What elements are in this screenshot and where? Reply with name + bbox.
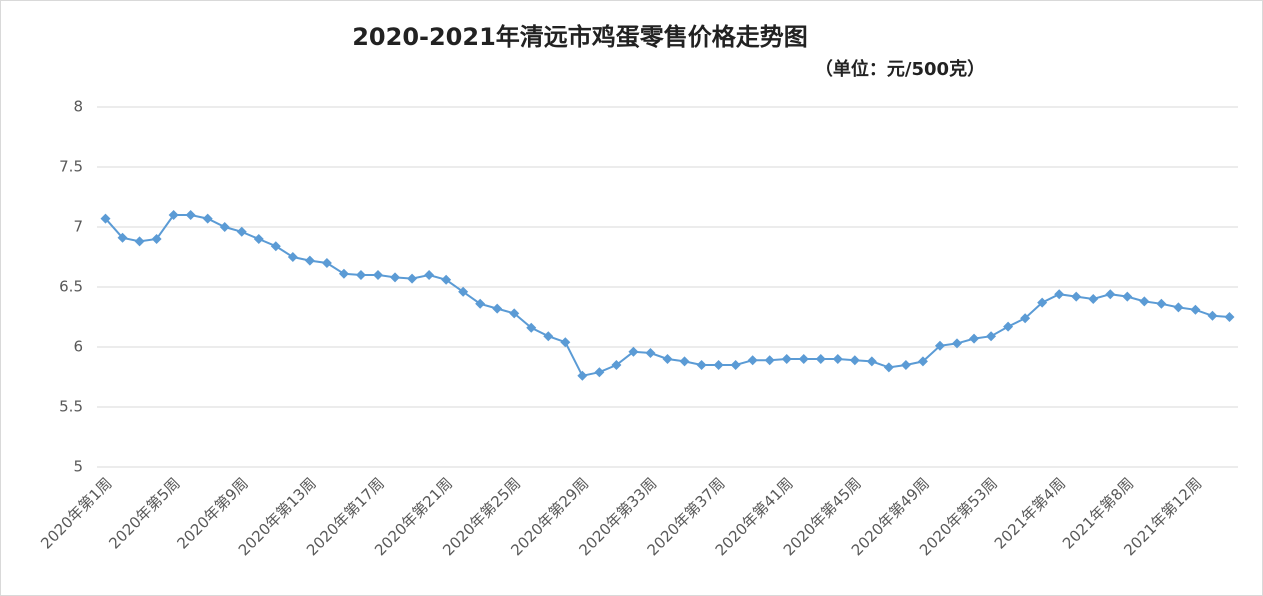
data-point bbox=[730, 360, 741, 370]
data-point bbox=[560, 337, 571, 348]
data-point bbox=[458, 286, 469, 297]
data-point bbox=[1071, 291, 1082, 302]
data-point bbox=[407, 273, 418, 284]
data-point bbox=[509, 308, 520, 319]
data-point bbox=[611, 360, 622, 370]
data-point bbox=[832, 354, 843, 364]
data-point bbox=[713, 360, 724, 370]
data-point bbox=[151, 234, 162, 244]
data-point bbox=[1020, 313, 1031, 324]
y-tick-label: 6.5 bbox=[59, 278, 83, 296]
data-point bbox=[304, 255, 315, 266]
data-point bbox=[1003, 321, 1014, 332]
data-point bbox=[526, 322, 537, 333]
data-point bbox=[577, 370, 588, 381]
data-point bbox=[1139, 296, 1150, 307]
data-point bbox=[390, 272, 401, 283]
data-point bbox=[338, 268, 349, 279]
data-point bbox=[866, 356, 877, 367]
data-point bbox=[798, 354, 809, 364]
data-point bbox=[764, 355, 775, 366]
data-point bbox=[1224, 312, 1235, 322]
data-point bbox=[475, 298, 486, 309]
data-point bbox=[628, 346, 639, 357]
data-point bbox=[1156, 298, 1167, 309]
data-point bbox=[696, 360, 707, 370]
data-point bbox=[236, 226, 247, 237]
data-point bbox=[1037, 297, 1048, 308]
data-point bbox=[100, 213, 111, 224]
data-point bbox=[253, 234, 264, 244]
data-point bbox=[986, 331, 997, 342]
data-point bbox=[969, 333, 980, 344]
chart-title: 2020-2021年清远市鸡蛋零售价格走势图 bbox=[352, 23, 808, 51]
data-point bbox=[917, 356, 928, 367]
data-point bbox=[219, 222, 230, 232]
data-point bbox=[1207, 310, 1218, 321]
data-point bbox=[543, 331, 554, 342]
data-point bbox=[1122, 291, 1133, 302]
data-point bbox=[134, 236, 145, 247]
data-point bbox=[492, 303, 503, 314]
data-point bbox=[900, 360, 911, 370]
data-point bbox=[372, 270, 383, 280]
y-tick-label: 6 bbox=[73, 338, 83, 356]
data-point bbox=[202, 213, 213, 224]
data-point bbox=[679, 356, 690, 367]
data-point bbox=[815, 354, 826, 364]
data-point bbox=[952, 338, 963, 349]
data-point bbox=[1173, 302, 1184, 313]
data-point bbox=[270, 241, 281, 252]
data-point bbox=[441, 274, 452, 285]
data-point bbox=[1054, 289, 1065, 300]
data-point bbox=[781, 354, 792, 364]
data-point bbox=[424, 270, 435, 280]
data-point bbox=[321, 258, 332, 268]
data-point bbox=[594, 367, 605, 378]
data-point bbox=[934, 340, 945, 351]
data-point bbox=[185, 210, 196, 220]
y-tick-label: 8 bbox=[73, 98, 83, 116]
data-point bbox=[117, 232, 128, 243]
data-point bbox=[1190, 304, 1201, 315]
data-point bbox=[645, 348, 656, 358]
y-tick-label: 7 bbox=[73, 218, 83, 236]
y-tick-label: 5.5 bbox=[59, 398, 83, 416]
data-point bbox=[883, 362, 894, 373]
data-point bbox=[1088, 294, 1099, 304]
data-point bbox=[747, 355, 758, 366]
y-tick-label: 7.5 bbox=[59, 158, 83, 176]
chart-subtitle: （单位：元/500克） bbox=[815, 58, 985, 80]
data-point bbox=[287, 252, 298, 262]
data-point bbox=[355, 270, 366, 280]
data-point bbox=[168, 210, 179, 220]
data-point bbox=[1105, 289, 1116, 300]
data-point bbox=[849, 355, 860, 366]
y-tick-label: 5 bbox=[73, 458, 83, 476]
data-point bbox=[662, 354, 673, 364]
